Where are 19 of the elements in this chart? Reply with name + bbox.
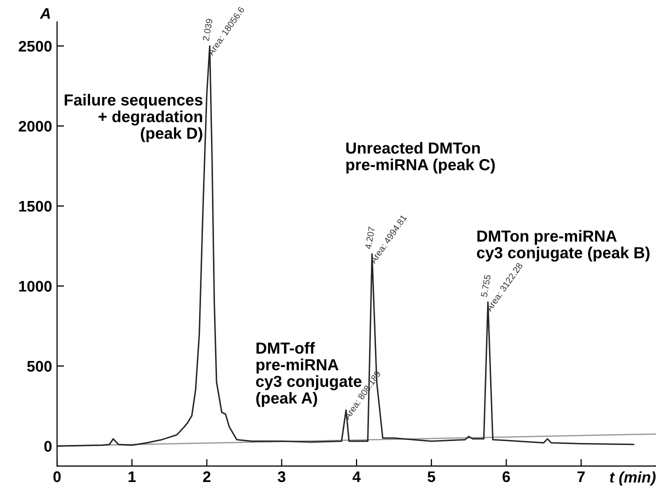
x-tick-label: 1 [128,471,136,482]
x-tick-label: 0 [53,471,61,482]
x-tick-label: 4 [352,471,361,482]
y-tick-label: 2000 [18,120,52,132]
annotation: Failure sequences + degradation (peak D) [64,94,202,142]
x-tick-label: 3 [278,471,286,482]
y-tick-label: 500 [27,360,52,372]
x-tick-label: 5 [428,471,436,482]
y-tick-label: 2500 [18,40,52,52]
y-tick-label: 1000 [19,280,52,292]
x-tick-label: 6 [502,471,510,482]
x-tick-label: 2 [203,471,210,482]
x-tick-label: 7 [578,471,585,482]
x-axis-title: t (min) [610,471,656,486]
y-tick-label: 0 [44,440,52,452]
y-tick-label: 1500 [19,200,52,212]
annotation: Unreacted DMTon pre-miRNA (peak C) [346,142,495,174]
y-axis-title: A [40,8,50,19]
annotation: DMTon pre-miRNA cy3 conjugate (peak B) [476,230,650,262]
